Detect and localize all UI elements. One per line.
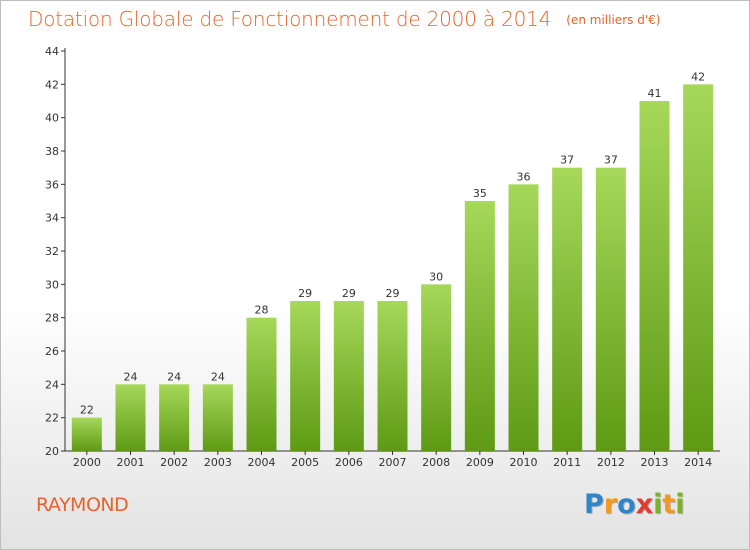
x-tick-label: 2008 [422,456,450,469]
bar-value-label: 29 [342,287,356,300]
y-tick-label: 28 [45,312,59,325]
y-tick-label: 36 [45,178,59,191]
x-tick-label: 2003 [204,456,232,469]
x-tick-label: 2005 [291,456,319,469]
x-tick-label: 2010 [510,456,538,469]
y-tick-label: 20 [45,445,59,458]
x-tick-label: 2004 [248,456,276,469]
logo-letter: o [617,489,636,520]
x-tick-label: 2014 [684,456,712,469]
bar-value-label: 24 [167,370,181,383]
commune-name: RAYMOND [36,494,129,516]
logo-letter: P [584,489,604,520]
bar [246,317,277,451]
bar-value-label: 36 [517,170,531,183]
y-tick-label: 34 [45,212,59,225]
bar [159,384,190,451]
bar [683,84,714,451]
bar-value-label: 30 [429,270,443,283]
y-tick-label: 24 [45,378,59,391]
y-tick-label: 30 [45,278,59,291]
bar [377,301,408,451]
y-tick-label: 44 [45,45,59,58]
bar-value-label: 29 [298,287,312,300]
chart-subtitle: (en milliers d'€) [566,13,661,27]
x-tick-label: 2002 [160,456,188,469]
bar-value-label: 41 [648,87,662,100]
x-tick-label: 2012 [597,456,625,469]
logo-letter: r [603,489,618,520]
x-tick-label: 2013 [641,456,669,469]
x-tick-label: 2011 [553,456,581,469]
bar-value-label: 28 [255,304,269,317]
x-tick-label: 2009 [466,456,494,469]
proxiti-logo[interactable]: Proxiti [584,489,685,520]
bar [552,167,583,451]
bar-value-label: 22 [80,404,94,417]
bar [115,384,146,451]
y-tick-label: 38 [45,145,59,158]
x-tick-label: 2007 [379,456,407,469]
y-tick-label: 22 [45,412,59,425]
chart-title: Dotation Globale de Fonctionnement de 20… [28,7,552,31]
bar [71,417,102,451]
bar-value-label: 37 [560,154,574,167]
bar [639,101,670,451]
bar-value-label: 42 [691,70,705,83]
bar [202,384,233,451]
logo-letter: t [662,489,676,520]
x-tick-label: 2006 [335,456,363,469]
y-tick-label: 26 [45,345,59,358]
title-row: Dotation Globale de Fonctionnement de 20… [28,7,660,31]
bar-value-label: 35 [473,187,487,200]
logo-letter: x [635,489,654,520]
bar-value-label: 29 [386,287,400,300]
bars [71,84,714,452]
y-tick-label: 42 [45,78,59,91]
bar-value-label: 24 [124,370,138,383]
y-tick-label: 32 [45,245,59,258]
bar-value-label: 37 [604,154,618,167]
bar-value-label: 24 [211,370,225,383]
bar [333,301,364,451]
bar [508,184,539,452]
data-labels: 22 24 24 24 28 29 29 29 30 35 36 37 37 41 42 [80,70,705,416]
bar [290,301,321,451]
y-tick-label: 40 [45,112,59,125]
logo-letter: i [675,489,685,520]
x-tick-label: 2000 [73,456,101,469]
bar [421,284,452,451]
bar [595,167,626,451]
x-tick-label: 2001 [117,456,145,469]
logo-letter: i [653,489,663,520]
bar [464,201,495,451]
